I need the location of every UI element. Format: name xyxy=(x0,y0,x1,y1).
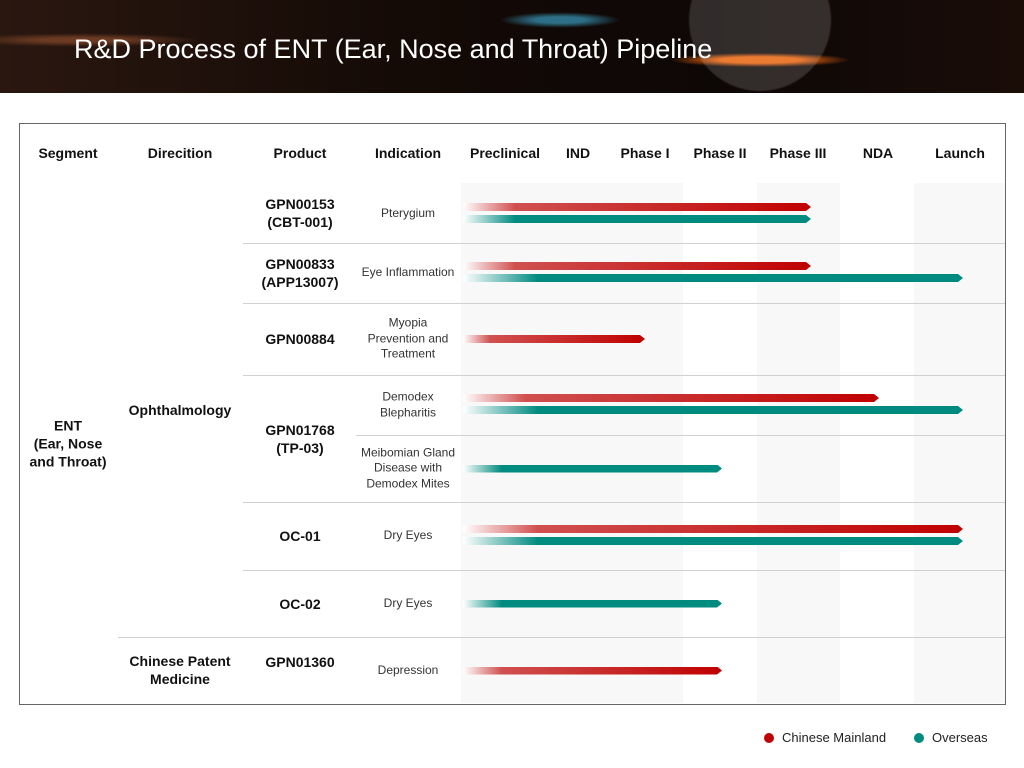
progress-bar-overseas xyxy=(463,465,722,473)
column-header-launch: Launch xyxy=(935,145,985,161)
stage-column-shade xyxy=(757,183,840,703)
header-banner xyxy=(0,0,1024,93)
column-header-phase-i: Phase I xyxy=(620,145,670,161)
indication-cell: Dry Eyes xyxy=(383,528,433,543)
product-cell: OC-01 xyxy=(279,527,321,544)
product-cell: GPN00833 (APP13007) xyxy=(261,255,339,290)
red-dot-icon xyxy=(764,732,774,743)
teal-dot-icon xyxy=(914,732,924,743)
legend-item-chinese-mainland: Chinese Mainland xyxy=(764,730,886,745)
page-title: R&D Process of ENT (Ear, Nose and Throat… xyxy=(74,34,713,64)
progress-bar-chinese-mainland xyxy=(463,262,811,270)
legend-label: Overseas xyxy=(932,730,988,745)
row-divider xyxy=(118,637,1005,638)
product-cell: GPN00153 (CBT-001) xyxy=(265,195,335,230)
row-divider xyxy=(356,435,1005,436)
product-cell: GPN00884 xyxy=(265,330,335,347)
stage-column-shade xyxy=(461,183,605,703)
indication-cell: Dry Eyes xyxy=(383,595,433,610)
direction-cell: Chinese Patent Medicine xyxy=(129,652,231,687)
row-divider xyxy=(243,570,1005,571)
column-header-segment: Segment xyxy=(38,145,98,161)
product-cell: GPN01360 xyxy=(265,653,335,670)
column-header-nda: NDA xyxy=(862,145,894,161)
column-header-preclinical: Preclinical xyxy=(469,145,541,161)
legend-label: Chinese Mainland xyxy=(782,730,887,745)
column-header-phase-iii: Phase III xyxy=(769,145,827,161)
stage-column-shade xyxy=(914,183,1005,703)
progress-bar-chinese-mainland xyxy=(463,525,963,533)
column-header-product: Product xyxy=(273,145,327,161)
pipeline-table xyxy=(19,123,1006,705)
product-cell: OC-02 xyxy=(279,595,321,612)
progress-bar-chinese-mainland xyxy=(463,335,645,343)
progress-bar-overseas xyxy=(463,274,963,282)
row-divider xyxy=(243,243,1005,244)
progress-bar-overseas xyxy=(463,406,963,414)
indication-cell: Myopia Prevention and Treatment xyxy=(367,315,449,361)
row-divider xyxy=(243,375,1005,376)
indication-cell: Depression xyxy=(377,662,439,677)
indication-cell: Demodex Blepharitis xyxy=(379,389,437,419)
indication-cell: Meibomian Gland Disease with Demodex Mit… xyxy=(360,445,456,491)
progress-bar-overseas xyxy=(463,600,722,608)
row-divider xyxy=(243,502,1005,503)
progress-bar-chinese-mainland xyxy=(463,394,879,402)
legend-item-overseas: Overseas xyxy=(914,730,988,745)
indication-cell: Eye Inflammation xyxy=(361,265,455,280)
column-header-indication: Indication xyxy=(374,145,442,161)
row-divider xyxy=(243,303,1005,304)
indication-cell: Pterygium xyxy=(380,206,436,221)
product-cell: GPN01768 (TP-03) xyxy=(265,421,335,456)
progress-bar-chinese-mainland xyxy=(463,667,722,675)
column-header-phase-ii: Phase II xyxy=(693,145,747,161)
direction-cell: Ophthalmology xyxy=(128,401,232,418)
progress-bar-chinese-mainland xyxy=(463,203,811,211)
column-header-direcition: Direcition xyxy=(147,145,213,161)
progress-bar-overseas xyxy=(463,215,811,223)
segment-cell: ENT (Ear, Nose and Throat) xyxy=(29,417,107,471)
stage-column-shade xyxy=(605,183,683,703)
column-header-ind: IND xyxy=(565,145,591,161)
progress-bar-overseas xyxy=(463,537,963,545)
